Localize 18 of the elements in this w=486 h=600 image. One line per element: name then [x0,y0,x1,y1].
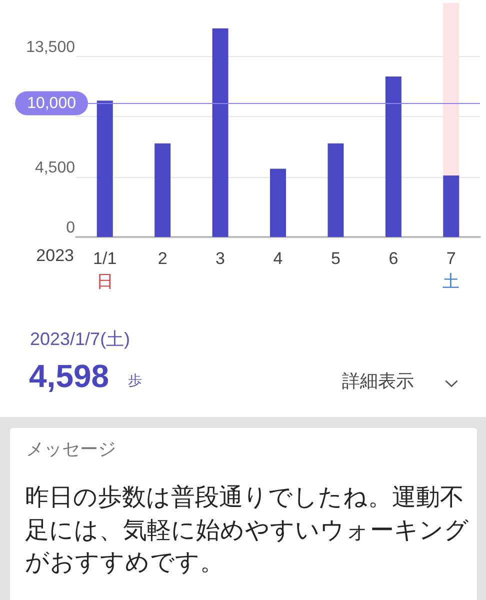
text: 詳細表示 [342,371,414,393]
x-tick-label: 1/1 日 [93,249,117,291]
text: 4,598 [29,358,110,395]
ref-line-label: 10,000 [27,94,76,112]
x-tick-label: 2 [158,249,168,268]
y-tick-label: 0 [66,220,76,236]
x-tick-label: 4 [273,249,283,268]
x-tick-label: 5 [330,249,340,268]
x-axis-title: 2023 [36,246,74,265]
text: 2023/1/7(土) [30,329,130,350]
y-tick-label: 13,500 [26,38,76,56]
x-tick-label: 3 [216,249,226,268]
x-tick-label: 7 土 [442,249,460,291]
x-tick-label: 6 [388,249,398,268]
text: 昨日の歩数は普段通りでしたね。運動不足には、気軽に始めやすいウォーキングがおすすめです。 [25,482,470,578]
text: 歩 [128,373,142,390]
text: メッセージ [26,439,116,461]
y-tick-label: 4,500 [34,159,76,176]
